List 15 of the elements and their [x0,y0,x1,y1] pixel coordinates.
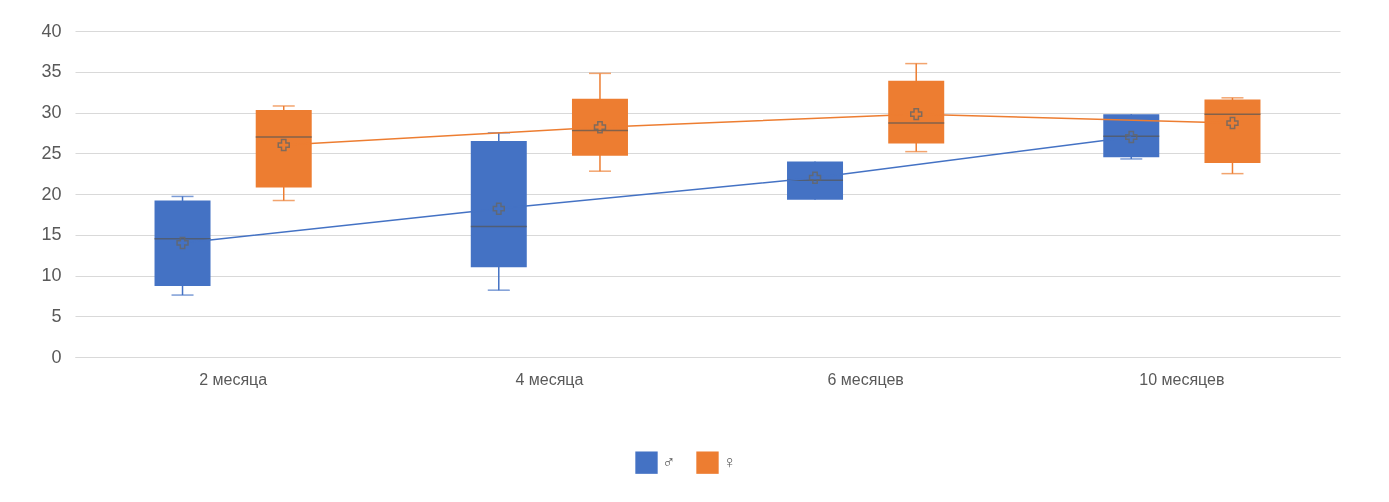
legend-label: ♀ [723,451,737,472]
x-tick-label: 6 месяцев [827,370,904,388]
x-tick-label: 2 месяца [199,370,268,388]
y-tick-label: 15 [41,224,62,245]
y-tick-label: 25 [41,142,62,163]
y-tick-label: 0 [51,346,62,367]
y-tick-label: 20 [41,183,62,204]
legend-label: ♂ [662,451,676,472]
x-tick-label: 10 месяцев [1139,370,1225,388]
y-tick-label: 5 [51,305,62,326]
y-tick-label: 40 [41,20,62,41]
y-tick-label: 35 [41,61,62,82]
x-tick-label: 4 месяца [515,370,584,388]
y-tick-label: 30 [41,102,62,122]
y-tick-label: 10 [41,265,62,285]
